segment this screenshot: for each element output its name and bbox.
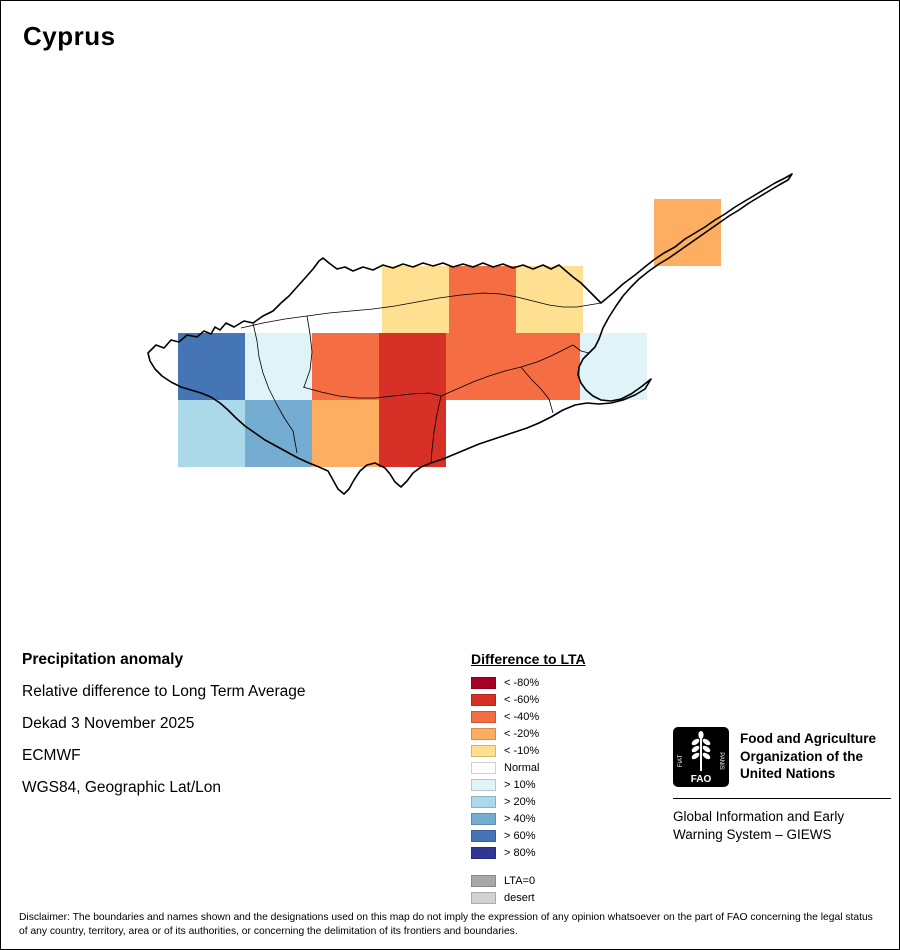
legend-item: > 80%	[471, 844, 586, 861]
fao-org-name: Food and Agriculture Organization of the…	[740, 727, 876, 783]
map-cell	[654, 199, 721, 266]
map-cell	[446, 333, 513, 400]
legend-label: < -80%	[504, 676, 540, 689]
legend-extra-list: LTA=0 desert	[471, 872, 586, 906]
legend-label: desert	[504, 891, 535, 904]
map-cell	[513, 333, 580, 400]
legend-swatch	[471, 874, 496, 887]
legend-swatch	[471, 846, 496, 859]
legend-item: < -10%	[471, 742, 586, 759]
legend-swatch	[471, 710, 496, 723]
legend-swatch	[471, 829, 496, 842]
legend-swatch	[471, 778, 496, 791]
info-heading: Precipitation anomaly	[22, 651, 184, 668]
legend-swatch	[471, 795, 496, 808]
giews-line: Global Information and Early	[673, 809, 845, 824]
legend-item: > 60%	[471, 827, 586, 844]
map-cell	[312, 400, 379, 467]
legend-item: < -40%	[471, 708, 586, 725]
map-cell	[245, 333, 312, 400]
disclaimer-text: Disclaimer: The boundaries and names sho…	[19, 912, 873, 937]
fao-logo: FIAT PANIS FAO	[673, 727, 729, 787]
map-cell	[449, 266, 516, 333]
map-cell	[379, 400, 446, 467]
map-cell	[178, 400, 245, 467]
legend-item: > 10%	[471, 776, 586, 793]
legend-swatch	[471, 761, 496, 774]
legend-label: Normal	[504, 761, 540, 774]
legend: Difference to LTA < -80% < -60% < -40% < -2…	[471, 651, 586, 906]
fao-org-line: United Nations	[740, 766, 836, 781]
map-info-block: Precipitation anomaly Relative differenc…	[22, 651, 306, 797]
legend-label: < -40%	[504, 710, 540, 723]
info-projection: WGS84, Geographic Lat/Lon	[22, 779, 222, 796]
legend-label: > 10%	[504, 778, 536, 791]
map-cell	[580, 333, 647, 400]
legend-label: < -60%	[504, 693, 540, 706]
legend-item: desert	[471, 889, 586, 906]
legend-item: Normal	[471, 759, 586, 776]
legend-item: < -60%	[471, 691, 586, 708]
cyprus-map	[147, 173, 793, 495]
fao-org-line: Food and Agriculture	[740, 731, 876, 746]
fao-divider	[673, 798, 891, 799]
legend-swatch	[471, 744, 496, 757]
legend-list: < -80% < -60% < -40% < -20% < -10% Normal > 10…	[471, 674, 586, 861]
legend-swatch	[471, 693, 496, 706]
legend-label: > 60%	[504, 829, 536, 842]
map-cell	[382, 266, 449, 333]
fao-block: FIAT PANIS FAO Food and Agriculture Orga…	[673, 727, 891, 843]
legend-swatch	[471, 727, 496, 740]
legend-label: < -10%	[504, 744, 540, 757]
map-cell	[312, 333, 379, 400]
legend-item: < -80%	[471, 674, 586, 691]
legend-label: > 20%	[504, 795, 536, 808]
map-cell	[379, 333, 446, 400]
legend-label: LTA=0	[504, 874, 536, 887]
fao-logo-label: FAO	[691, 774, 712, 785]
giews-line: Warning System – GIEWS	[673, 826, 832, 842]
precipitation-cells	[178, 199, 721, 467]
district-boundaries	[240, 292, 602, 464]
legend-title: Difference to LTA	[471, 651, 586, 667]
fao-motto-right: PANIS	[718, 752, 724, 770]
legend-item: < -20%	[471, 725, 586, 742]
legend-swatch	[471, 812, 496, 825]
info-source: ECMWF	[22, 747, 81, 764]
legend-item: > 40%	[471, 810, 586, 827]
legend-item: LTA=0	[471, 872, 586, 889]
legend-item: > 20%	[471, 793, 586, 810]
info-subtitle: Relative difference to Long Term Average	[22, 683, 306, 700]
legend-label: < -20%	[504, 727, 540, 740]
legend-label: > 40%	[504, 812, 536, 825]
legend-swatch	[471, 676, 496, 689]
giews-name: Global Information and Early Warning Sys…	[673, 808, 891, 843]
fao-motto-left: FIAT	[678, 754, 684, 767]
fao-org-line: Organization of the	[740, 748, 863, 764]
info-dekad: Dekad 3 November 2025	[22, 715, 195, 732]
legend-swatch	[471, 891, 496, 904]
legend-label: > 80%	[504, 846, 536, 859]
page-title: Cyprus	[23, 21, 116, 51]
cyprus-coastline	[147, 173, 793, 495]
